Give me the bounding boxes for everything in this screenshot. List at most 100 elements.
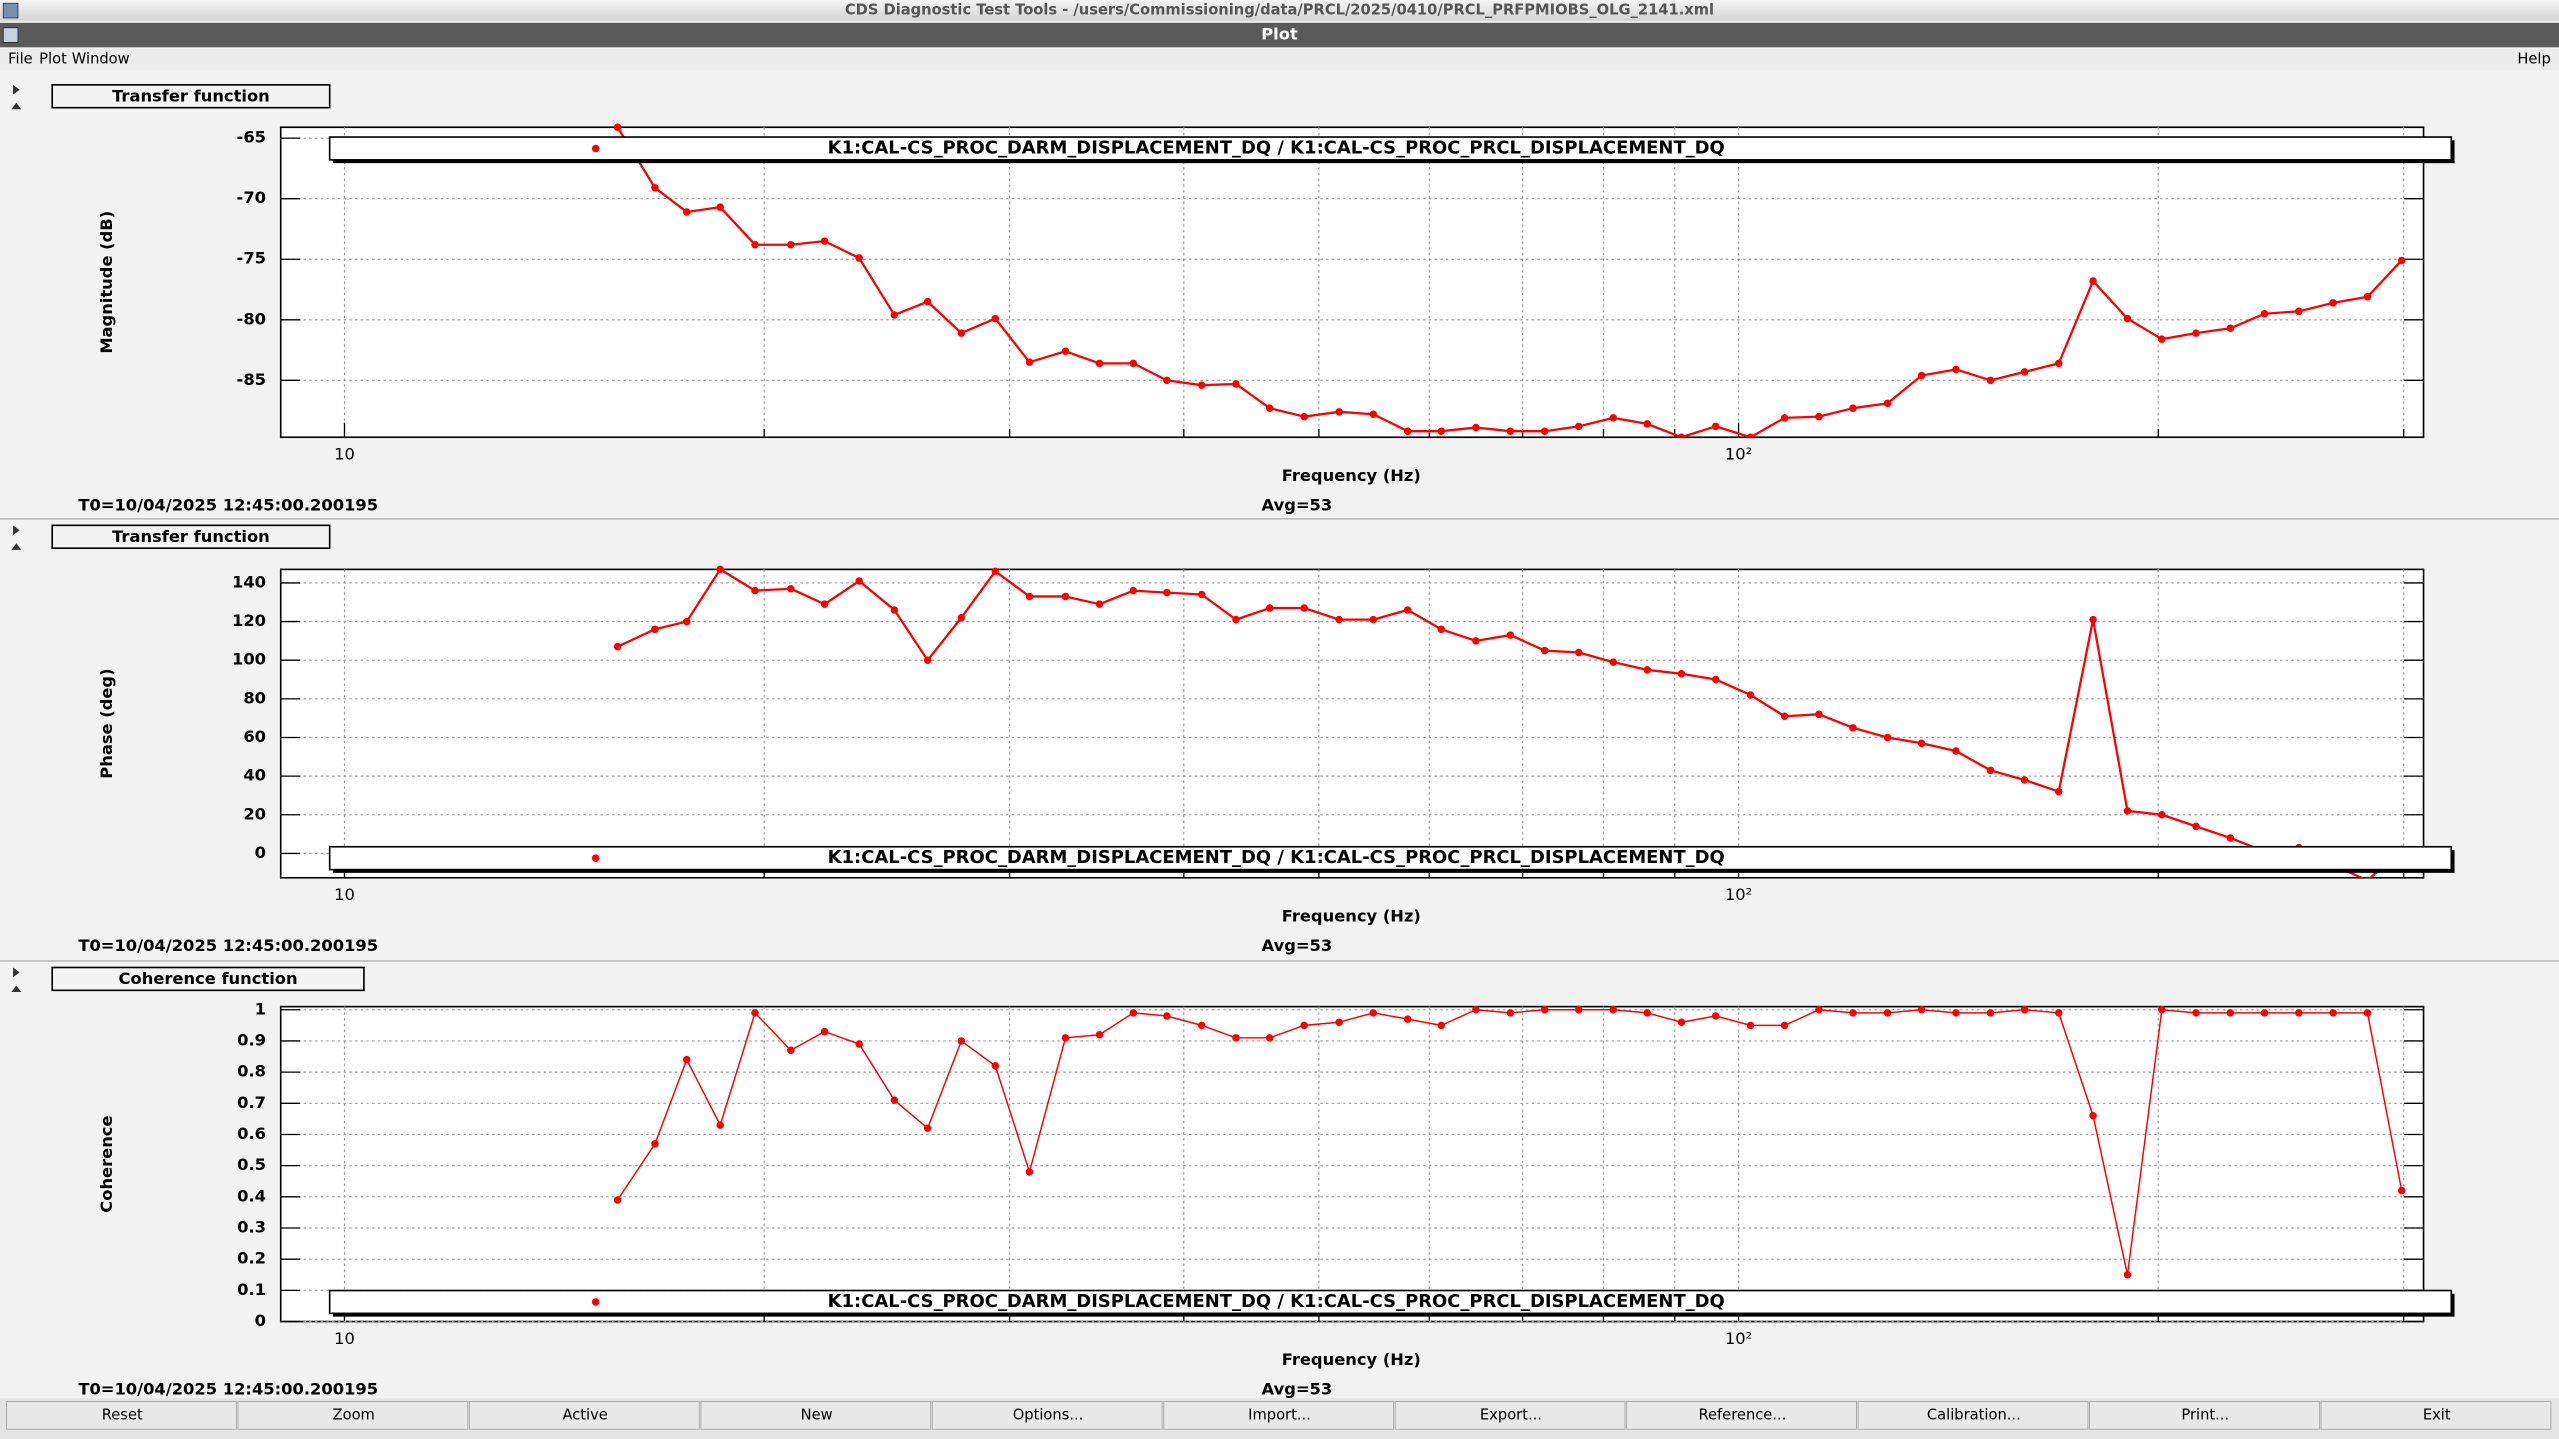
button[interactable] xyxy=(2320,1400,2552,1430)
button[interactable] xyxy=(2089,1400,2320,1430)
button-label[interactable]: Import... xyxy=(1248,1406,1311,1423)
button[interactable] xyxy=(1394,1400,1626,1430)
button-label[interactable]: New xyxy=(801,1406,833,1423)
data-point xyxy=(1265,604,1274,612)
data-point xyxy=(751,240,759,249)
data-point xyxy=(1711,422,1720,431)
menu-help[interactable]: Help xyxy=(2517,51,2550,68)
panel-title[interactable]: Transfer function xyxy=(112,527,270,546)
plot-area xyxy=(279,568,2425,879)
menu-item[interactable]: File xyxy=(8,51,33,68)
legend-box xyxy=(328,845,2453,871)
data-point xyxy=(855,577,863,585)
data-point xyxy=(1849,724,1857,732)
legend-box xyxy=(328,136,2453,161)
data-point xyxy=(2397,256,2406,265)
legend-label: K1:CAL-CS_PROC_DARM_DISPLACEMENT_DQ / K1… xyxy=(828,1291,1725,1312)
data-point xyxy=(1815,1006,1823,1014)
data-point xyxy=(1232,380,1240,388)
data-point xyxy=(1883,1009,1892,1017)
data-point xyxy=(1335,1018,1343,1026)
data-point xyxy=(1197,590,1206,599)
data-point xyxy=(1883,733,1892,742)
data-point xyxy=(1163,588,1171,597)
x-axis-label: Frequency (Hz) xyxy=(1282,1350,1421,1369)
button-label[interactable]: Calibration... xyxy=(1927,1406,2021,1423)
data-point xyxy=(2089,615,2097,624)
panel-title[interactable]: Transfer function xyxy=(112,87,270,106)
data-point xyxy=(820,237,829,245)
menu-item[interactable]: Plot xyxy=(39,51,67,68)
data-point xyxy=(787,584,795,593)
data-point xyxy=(1369,410,1378,418)
data-point xyxy=(651,1140,659,1148)
data-point xyxy=(957,1037,966,1045)
data-point xyxy=(683,208,691,216)
series xyxy=(613,123,2406,438)
legend-marker xyxy=(591,144,600,153)
button-label[interactable]: Export... xyxy=(1480,1406,1542,1423)
panel-tab[interactable] xyxy=(51,524,331,550)
y-tick-label: 0.1 xyxy=(237,1280,266,1299)
data-point xyxy=(890,311,899,319)
button-label[interactable]: Exit xyxy=(2423,1406,2451,1423)
y-tick-label: -75 xyxy=(237,249,266,268)
panel-arrow xyxy=(11,525,22,550)
data-point xyxy=(923,297,932,306)
panel-title[interactable]: Coherence function xyxy=(119,969,298,988)
y-axis-label: Phase (deg) xyxy=(97,668,116,778)
panel-tab[interactable] xyxy=(51,966,365,992)
data-point xyxy=(1643,666,1651,674)
title-bar xyxy=(0,0,2559,22)
data-point xyxy=(890,1096,899,1104)
y-tick-label: 0.4 xyxy=(237,1186,266,1205)
data-point xyxy=(1506,631,1515,639)
button-label[interactable]: Zoom xyxy=(333,1406,375,1423)
data-point xyxy=(1986,376,1995,385)
y-tick-label: 0.7 xyxy=(237,1093,266,1112)
button-label[interactable]: Print... xyxy=(2181,1406,2229,1423)
button[interactable] xyxy=(6,1400,237,1430)
y-tick-label: 0.8 xyxy=(237,1062,266,1081)
button[interactable] xyxy=(931,1400,1163,1430)
button[interactable] xyxy=(1163,1400,1395,1430)
panel-arrow xyxy=(11,967,22,992)
button-label[interactable]: Options... xyxy=(1013,1406,1084,1423)
data-point xyxy=(787,240,795,249)
data-point xyxy=(1952,365,1960,374)
plot-area xyxy=(279,126,2425,439)
y-tick-label: -85 xyxy=(237,370,266,389)
button-label[interactable]: Reference... xyxy=(1698,1406,1786,1423)
data-point xyxy=(1677,669,1686,678)
data-point xyxy=(716,565,724,574)
data-point xyxy=(1849,404,1857,412)
data-point xyxy=(2329,1009,2337,1017)
data-point xyxy=(2054,1009,2063,1017)
data-point xyxy=(683,1055,691,1064)
data-point xyxy=(1883,399,1892,408)
data-point xyxy=(2260,309,2269,318)
panel-tab[interactable] xyxy=(51,84,331,109)
button-label[interactable]: Reset xyxy=(102,1406,143,1423)
button-label[interactable]: Active xyxy=(562,1406,607,1423)
button[interactable] xyxy=(237,1400,469,1430)
data-point xyxy=(1472,1006,1480,1014)
button[interactable] xyxy=(468,1400,700,1430)
data-point xyxy=(2020,368,2029,376)
legend-box xyxy=(328,1289,2453,1315)
data-point xyxy=(991,567,1000,576)
data-point xyxy=(1746,433,1755,438)
data-point xyxy=(2054,359,2063,368)
button[interactable] xyxy=(1857,1400,2089,1430)
button[interactable] xyxy=(700,1400,932,1430)
panel-arrow xyxy=(11,84,22,110)
data-point xyxy=(1574,648,1583,657)
button[interactable] xyxy=(1626,1400,1857,1430)
data-point xyxy=(1300,1021,1308,1030)
data-point xyxy=(2295,1009,2303,1017)
menu-item[interactable]: Window xyxy=(72,51,130,68)
y-axis-label: Coherence xyxy=(97,1115,116,1212)
series xyxy=(613,1006,2406,1279)
data-point xyxy=(2089,1112,2097,1120)
data-point xyxy=(1403,427,1412,435)
